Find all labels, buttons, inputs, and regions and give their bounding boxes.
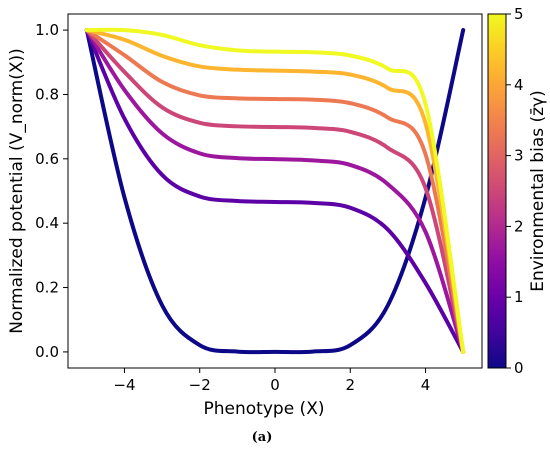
colorbar-gradient <box>487 13 507 369</box>
figure-caption: (a) <box>252 430 273 445</box>
series-line-2 <box>84 28 466 354</box>
series-line-3 <box>84 28 466 354</box>
y-tick-label: 0.8 <box>35 85 59 103</box>
y-tick-label: 0.0 <box>35 343 59 361</box>
plot-area: −4 −2 0 2 4 0.0 0.2 0.4 0.6 0.8 1.0 <box>35 13 483 394</box>
colorbar-tick-label: 0 <box>514 359 524 377</box>
x-tick-label: −2 <box>189 376 211 394</box>
series-line-6 <box>84 27 466 354</box>
colorbar: 0 1 2 3 4 5 Environmental bias (z̄γ) <box>487 5 548 377</box>
colorbar-tick-label: 5 <box>514 5 524 23</box>
y-axis-ticks: 0.0 0.2 0.4 0.6 0.8 1.0 <box>35 21 68 361</box>
series-line-0 <box>84 28 466 355</box>
y-tick-label: 0.4 <box>35 214 59 232</box>
x-tick-label: 2 <box>345 376 355 394</box>
colorbar-tick-label: 1 <box>514 288 524 306</box>
series-line-5 <box>84 28 466 354</box>
colorbar-tick-label: 2 <box>514 217 524 235</box>
x-axis-ticks: −4 −2 0 2 4 <box>113 368 430 394</box>
series-line-1 <box>84 28 466 354</box>
colorbar-label: Environmental bias (z̄γ) <box>528 90 548 292</box>
series-lines <box>84 27 466 355</box>
colorbar-ticks: 0 1 2 3 4 5 <box>506 5 524 377</box>
y-axis-label: Normalized potential (V_norm(X)) <box>7 48 27 334</box>
x-tick-label: −4 <box>113 376 135 394</box>
x-axis-label: Phenotype (X) <box>204 399 325 419</box>
y-tick-label: 0.6 <box>35 150 59 168</box>
plot-frame <box>67 13 483 369</box>
y-tick-label: 0.2 <box>35 279 59 297</box>
y-tick-label: 1.0 <box>35 21 59 39</box>
colorbar-tick-label: 3 <box>514 147 524 165</box>
colorbar-tick-label: 4 <box>514 76 524 94</box>
x-tick-label: 0 <box>270 376 280 394</box>
series-line-4 <box>84 28 466 354</box>
x-tick-label: 4 <box>421 376 431 394</box>
